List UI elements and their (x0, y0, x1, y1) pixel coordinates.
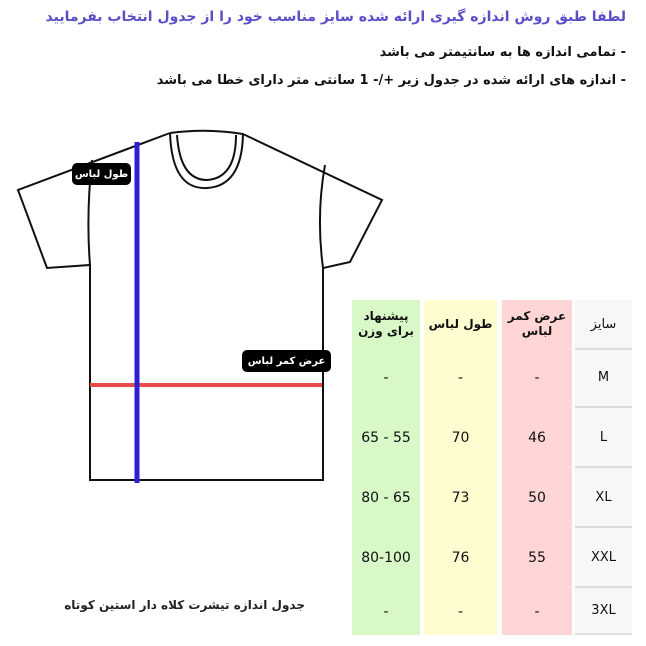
column-weight: پیشنهاد برای وزن - 55 - 65 65 - 80 80-100 - (352, 300, 420, 635)
cell-weight: 55 - 65 (361, 430, 411, 446)
cell-length: - (457, 370, 464, 386)
right-armhole (318, 164, 326, 269)
cell-waist: 46 (528, 430, 546, 446)
table-caption: جدول اندازه تیشرت کلاه دار استین کوتاه (64, 598, 305, 612)
header-waist: عرض کمر لباس (507, 309, 567, 338)
cell-size: XXL (575, 528, 632, 588)
cell-size: XL (575, 468, 632, 528)
cell-waist: 55 (528, 550, 546, 566)
cell-waist: 50 (528, 490, 546, 506)
collar-inner (176, 134, 237, 182)
column-waist: عرض کمر لباس - 46 50 55 - (502, 300, 572, 635)
cell-waist: - (534, 370, 540, 386)
header-size: سایز (575, 300, 632, 350)
column-size: سایز M L XL XXL 3XL (575, 300, 632, 635)
shirt-outline (16, 132, 384, 481)
collar-outer (169, 132, 244, 190)
header-length: طول لباس (428, 316, 493, 331)
cell-waist: - (534, 603, 540, 620)
cell-weight: 80-100 (361, 550, 411, 566)
cell-length: - (457, 603, 464, 620)
cell-weight: 65 - 80 (361, 490, 411, 506)
collar-top (169, 129, 244, 135)
width-label: عرض کمر لباس (242, 350, 331, 372)
note-tolerance: - اندازه های ارائه شده در جدول زیر +/- 1… (156, 73, 626, 88)
cell-size: 3XL (575, 588, 632, 635)
cell-weight: - (383, 370, 389, 386)
header-weight: پیشنهاد برای وزن (358, 309, 414, 338)
cell-size: M (575, 348, 632, 408)
column-length: طول لباس - 70 73 76 - (424, 300, 497, 635)
length-label: طول لباس (72, 163, 131, 185)
note-units: - تمامی اندازه ها به سانتیمتر می باشد (379, 45, 626, 60)
cell-length: 76 (451, 550, 470, 566)
cell-length: 73 (451, 490, 470, 506)
cell-size: L (575, 408, 632, 468)
cell-weight: - (383, 603, 389, 620)
cell-length: 70 (451, 430, 470, 446)
instruction-title: لطفا طبق روش اندازه گیری ارائه شده سایز … (45, 9, 626, 25)
